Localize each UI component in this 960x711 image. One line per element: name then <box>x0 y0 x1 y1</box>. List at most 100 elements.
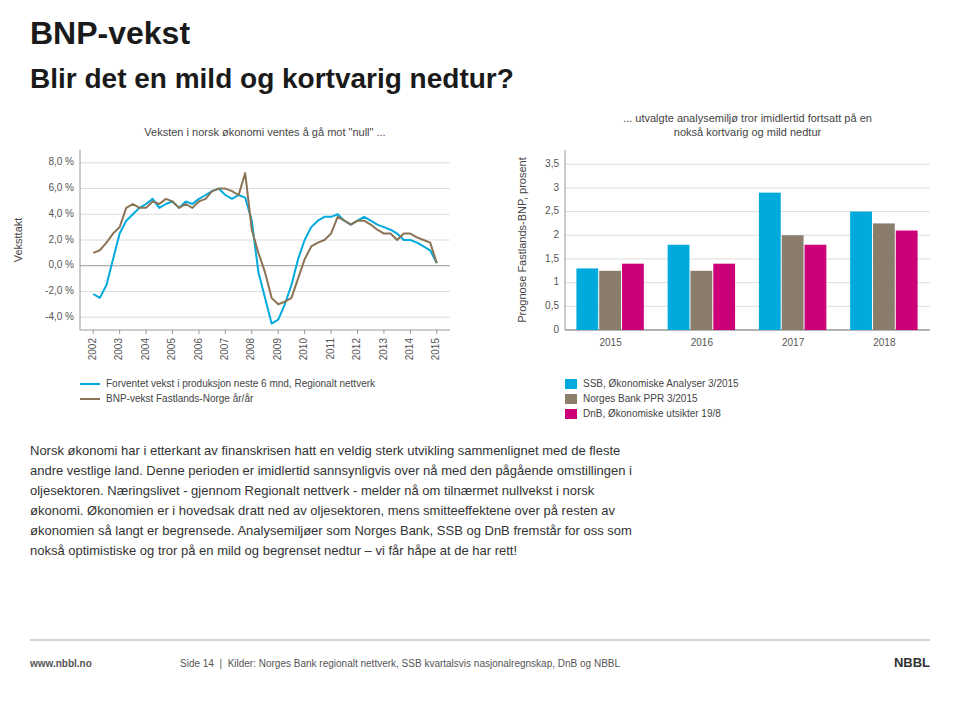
grid-line <box>565 211 930 212</box>
x-tick <box>304 330 305 334</box>
chart-bar: ... utvalgte analysemiljø tror imidlerti… <box>516 112 930 419</box>
y-tick-label: 0,5 <box>545 300 559 311</box>
bar <box>759 193 781 330</box>
x-tick-label: 2008 <box>245 338 256 361</box>
grid-line <box>80 265 450 266</box>
x-tick <box>410 330 411 334</box>
series-line <box>93 173 437 304</box>
footer-link: www.nbbl.no <box>29 658 92 669</box>
grid-line <box>80 317 450 318</box>
body-text-line: nokså optimistiske og tror på en mild og… <box>30 543 517 558</box>
body-text-line: økonomien så langt er begrensede. Analys… <box>30 523 632 538</box>
legend: Forventet vekst i produksjon neste 6 mnd… <box>80 378 376 404</box>
footer-rule <box>30 640 930 641</box>
chart-title: Veksten i norsk økonomi ventes å gå mot … <box>144 126 385 138</box>
page-subtitle: Blir det en mild og kortvarig nedtur? <box>30 63 514 94</box>
body-text: Norsk økonomi har i etterkant av finansk… <box>30 443 632 558</box>
y-tick-label: 6,0 % <box>48 182 74 193</box>
legend-swatch <box>80 383 100 385</box>
y-tick-label: 2,5 <box>545 205 559 216</box>
y-tick-label: 2 <box>553 229 559 240</box>
legend-label: SSB, Økonomiske Analyser 3/2015 <box>583 378 739 389</box>
y-tick-label: 0 <box>553 324 559 335</box>
x-tick-label: 2017 <box>782 337 805 348</box>
legend-swatch <box>565 379 577 389</box>
plot-marks <box>576 193 917 330</box>
bar <box>896 231 918 330</box>
x-tick <box>146 330 147 334</box>
grid-line <box>80 162 450 163</box>
bar <box>850 212 872 330</box>
body-text-line: Norsk økonomi har i etterkant av finansk… <box>30 443 620 458</box>
chart-line: Veksten i norsk økonomi ventes å gå mot … <box>12 126 450 404</box>
footer-sources: Side 14 | Kilder: Norges Bank regionalt … <box>180 658 620 669</box>
bar <box>782 235 804 330</box>
x-tick-label: 2011 <box>325 338 336 360</box>
x-tick-label: 2006 <box>193 338 204 361</box>
chart-title-line: Veksten i norsk økonomi ventes å gå mot … <box>144 126 385 138</box>
bar <box>668 245 690 330</box>
chart-title: ... utvalgte analysemiljø tror imidlerti… <box>623 112 872 138</box>
x-tick <box>278 330 279 334</box>
grid-line <box>565 164 930 165</box>
x-tick-label: 2002 <box>87 338 98 361</box>
page-title: BNP-vekst <box>30 15 190 51</box>
y-axis-label: Prognose Fastlands-BNP, prosent <box>516 157 528 323</box>
bar <box>690 271 712 330</box>
x-tick-label: 2018 <box>873 337 896 348</box>
bar <box>599 271 621 330</box>
bar <box>805 245 827 330</box>
legend-label: Norges Bank PPR 3/2015 <box>583 393 698 404</box>
legend-swatch <box>565 394 577 404</box>
x-tick-label: 2015 <box>430 338 441 361</box>
x-tick <box>251 330 252 334</box>
legend: SSB, Økonomiske Analyser 3/2015 Norges Ba… <box>565 378 739 419</box>
legend-swatch <box>565 409 577 419</box>
y-tick-label: 8,0 % <box>48 156 74 167</box>
y-tick-label: 3 <box>553 182 559 193</box>
x-axis-line <box>80 330 450 331</box>
y-tick-label: 2,0 % <box>48 234 74 245</box>
x-tick-label: 2003 <box>113 338 124 361</box>
chart-title-line: nokså kortvarig og mild nedtur <box>674 126 822 138</box>
grid-line <box>80 214 450 215</box>
chart-title-line: ... utvalgte analysemiljø tror imidlerti… <box>623 112 872 124</box>
x-tick <box>93 330 94 334</box>
x-tick-label: 2009 <box>272 338 283 361</box>
plot-marks <box>93 173 437 323</box>
x-tick <box>225 330 226 334</box>
legend-label: BNP-vekst Fastlands-Norge år/år <box>106 393 254 404</box>
x-tick-label: 2012 <box>351 338 362 361</box>
x-tick-label: 2016 <box>691 337 714 348</box>
legend-label: DnB, Økonomiske utsikter 19/8 <box>583 408 721 419</box>
x-tick <box>436 330 437 334</box>
y-tick-label: -2,0 % <box>45 285 74 296</box>
y-tick-label: 4,0 % <box>48 208 74 219</box>
y-axis-line <box>80 150 81 330</box>
legend-swatch <box>80 398 100 400</box>
body-text-line: andre vestlige land. Denne perioden er i… <box>30 463 632 478</box>
x-tick-label: 2004 <box>140 338 151 361</box>
grid-line <box>80 291 450 292</box>
grid-line <box>565 187 930 188</box>
x-tick-label: 2014 <box>404 338 415 361</box>
y-tick-label: 1,5 <box>545 253 559 264</box>
x-tick <box>172 330 173 334</box>
x-tick-label: 2013 <box>378 338 389 361</box>
body-text-line: økonomi. Økonomien er i hovedsak dratt n… <box>30 503 616 518</box>
y-axis-line <box>565 150 566 330</box>
footer-brand: NBBL <box>894 655 930 670</box>
x-tick-label: 2010 <box>298 338 309 361</box>
x-tick <box>198 330 199 334</box>
bar <box>622 264 644 330</box>
x-tick <box>383 330 384 334</box>
x-tick <box>119 330 120 334</box>
x-tick-label: 2015 <box>600 337 623 348</box>
y-tick-label: 0,0 % <box>48 259 74 270</box>
grid-line <box>80 188 450 189</box>
x-tick <box>331 330 332 334</box>
y-tick-label: 3,5 <box>545 158 559 169</box>
body-text-line: oljesektoren. Næringslivet - gjennom Reg… <box>30 483 595 498</box>
bar <box>576 268 598 330</box>
grid-line <box>80 240 450 241</box>
